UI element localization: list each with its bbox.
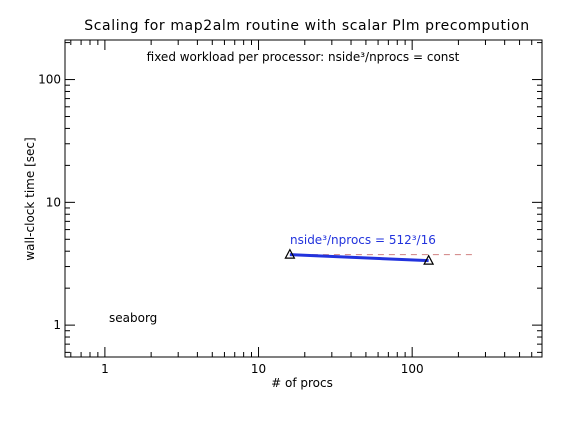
x-tick-label: 1 xyxy=(101,362,109,376)
minor-ticks xyxy=(65,40,542,357)
plot-frame xyxy=(64,39,543,358)
major-ticks xyxy=(65,40,542,357)
data-point xyxy=(284,248,296,259)
data-point xyxy=(423,254,435,265)
series-annotation: nside³/nprocs = 512³/16 xyxy=(290,233,436,247)
x-tick-label: 10 xyxy=(251,362,266,376)
chart-subtitle: fixed workload per processor: nside³/npr… xyxy=(147,50,460,64)
tick-labels: 1 10 100 1 10 100 xyxy=(38,73,424,376)
y-tick-label: 10 xyxy=(46,195,61,209)
series-layer xyxy=(284,248,476,265)
x-tick-label: 100 xyxy=(401,362,424,376)
y-tick-label: 100 xyxy=(38,73,61,87)
chart-title: Scaling for map2alm routine with scalar … xyxy=(84,18,529,34)
x-axis-label: # of procs xyxy=(271,376,333,390)
series-line xyxy=(289,253,429,263)
y-tick-label: 1 xyxy=(53,318,61,332)
machine-annotation: seaborg xyxy=(109,311,157,325)
y-axis-label: wall-clock time [sec] xyxy=(23,137,37,260)
